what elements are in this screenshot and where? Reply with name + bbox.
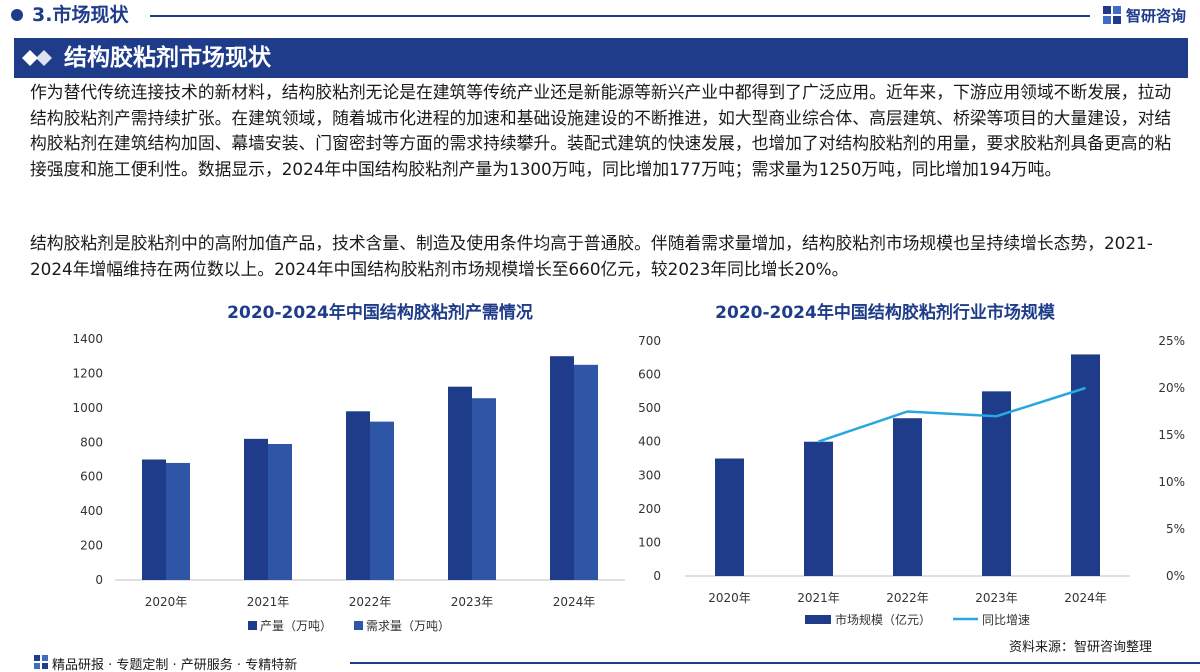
brand-name: 智研咨询 — [1125, 6, 1186, 25]
y2-tick-label: 15% — [1158, 428, 1185, 442]
bar-demand — [268, 444, 292, 580]
y2-tick-label: 0% — [1166, 569, 1185, 583]
legend-label: 同比增速 — [982, 613, 1030, 627]
production-demand-chart: 0 200 400 600 800 1000 1200 1400 2020年 2021年 2022年… — [72, 332, 625, 633]
x-tick-label: 2020年 — [708, 591, 751, 605]
x-tick-label: 2022年 — [886, 591, 929, 605]
x-tick-label: 2020年 — [145, 595, 188, 609]
x-tick-label: 2023年 — [451, 595, 494, 609]
paragraph-1: 作为替代传统连接技术的新材料，结构胶粘剂无论是在建筑等传统产业还是新能源等新兴产… — [30, 82, 1172, 179]
x-tick-label: 2022年 — [349, 595, 392, 609]
y2-tick-label: 25% — [1158, 334, 1185, 348]
y-tick-label: 400 — [80, 504, 103, 518]
bar-market-size — [715, 458, 744, 576]
y-tick-label: 500 — [638, 401, 661, 415]
banner-title: 结构胶粘剂市场现状 — [64, 45, 271, 71]
x-tick-label: 2024年 — [1064, 591, 1107, 605]
top-divider — [150, 15, 1090, 17]
legend-label: 市场规模（亿元） — [835, 612, 931, 627]
section-title: 3.市场现状 — [32, 4, 129, 26]
legend-swatch — [248, 621, 257, 630]
bar-market-size — [982, 391, 1011, 576]
x-tick-label: 2024年 — [553, 595, 596, 609]
bar-demand — [370, 421, 394, 580]
y-tick-label: 100 — [638, 535, 661, 549]
y-tick-label: 700 — [638, 334, 661, 348]
legend-label: 需求量（万吨） — [366, 619, 450, 633]
paragraph-2: 结构胶粘剂是胶粘剂中的高附加值产品，技术含量、制造及使用条件均高于普通胶。伴随着… — [30, 233, 1153, 279]
bar-demand — [472, 398, 496, 580]
y-tick-label: 1400 — [72, 332, 103, 346]
chart-2-title: 2020-2024年中国结构胶粘剂行业市场规模 — [715, 303, 1055, 323]
diamond-icon — [22, 50, 52, 66]
legend-swatch — [805, 615, 831, 624]
legend-swatch — [354, 621, 363, 630]
bar-production — [244, 438, 268, 580]
footer-text: 精品研报 · 专题定制 · 产研服务 · 专精特新 — [52, 658, 298, 672]
brand-logo-icon — [1102, 6, 1121, 24]
footer-logo-icon — [34, 655, 48, 669]
bar-production — [550, 356, 574, 580]
y-tick-label: 300 — [638, 468, 661, 482]
bar-market-size — [893, 418, 922, 576]
y-tick-label: 200 — [638, 502, 661, 516]
y2-tick-label: 10% — [1158, 475, 1185, 489]
source-note: 资料来源：智研咨询整理 — [1008, 640, 1152, 655]
y-tick-label: 1000 — [72, 401, 103, 415]
y-tick-label: 800 — [80, 435, 103, 449]
bar-production — [448, 386, 472, 580]
bar-production — [142, 459, 166, 580]
chart-1-title: 2020-2024年中国结构胶粘剂产需情况 — [227, 303, 533, 323]
brand: 智研咨询 — [1102, 4, 1186, 26]
legend-label: 产量（万吨） — [260, 619, 332, 633]
y2-tick-label: 20% — [1158, 381, 1185, 395]
y-tick-label: 200 — [80, 539, 103, 553]
bar-demand — [574, 364, 598, 580]
x-tick-label: 2021年 — [797, 591, 840, 605]
bar-production — [346, 411, 370, 580]
x-tick-label: 2023年 — [975, 591, 1018, 605]
growth-rate-line — [818, 386, 1086, 443]
y-tick-label: 600 — [638, 368, 661, 382]
title-banner: 结构胶粘剂市场现状 — [14, 38, 1188, 78]
top-bar: 3.市场现状 智研咨询 — [0, 0, 1200, 32]
bar-market-size — [804, 441, 833, 576]
y2-tick-label: 5% — [1166, 522, 1185, 536]
footer: 精品研报 · 专题定制 · 产研服务 · 专精特新 — [0, 652, 1200, 672]
y-tick-label: 0 — [95, 573, 103, 587]
footer-divider — [350, 662, 1200, 664]
bar-market-size — [1071, 354, 1100, 576]
y-tick-label: 1200 — [72, 366, 103, 380]
y-tick-label: 0 — [653, 569, 661, 583]
bar-demand — [166, 462, 190, 580]
x-tick-label: 2021年 — [247, 595, 290, 609]
section-bullet-icon — [11, 9, 23, 21]
y-tick-label: 400 — [638, 435, 661, 449]
market-size-chart: 0 100 200 300 400 500 600 700 0% 5% 10% 15% 20% 25% 20… — [638, 334, 1185, 627]
y-tick-label: 600 — [80, 470, 103, 484]
